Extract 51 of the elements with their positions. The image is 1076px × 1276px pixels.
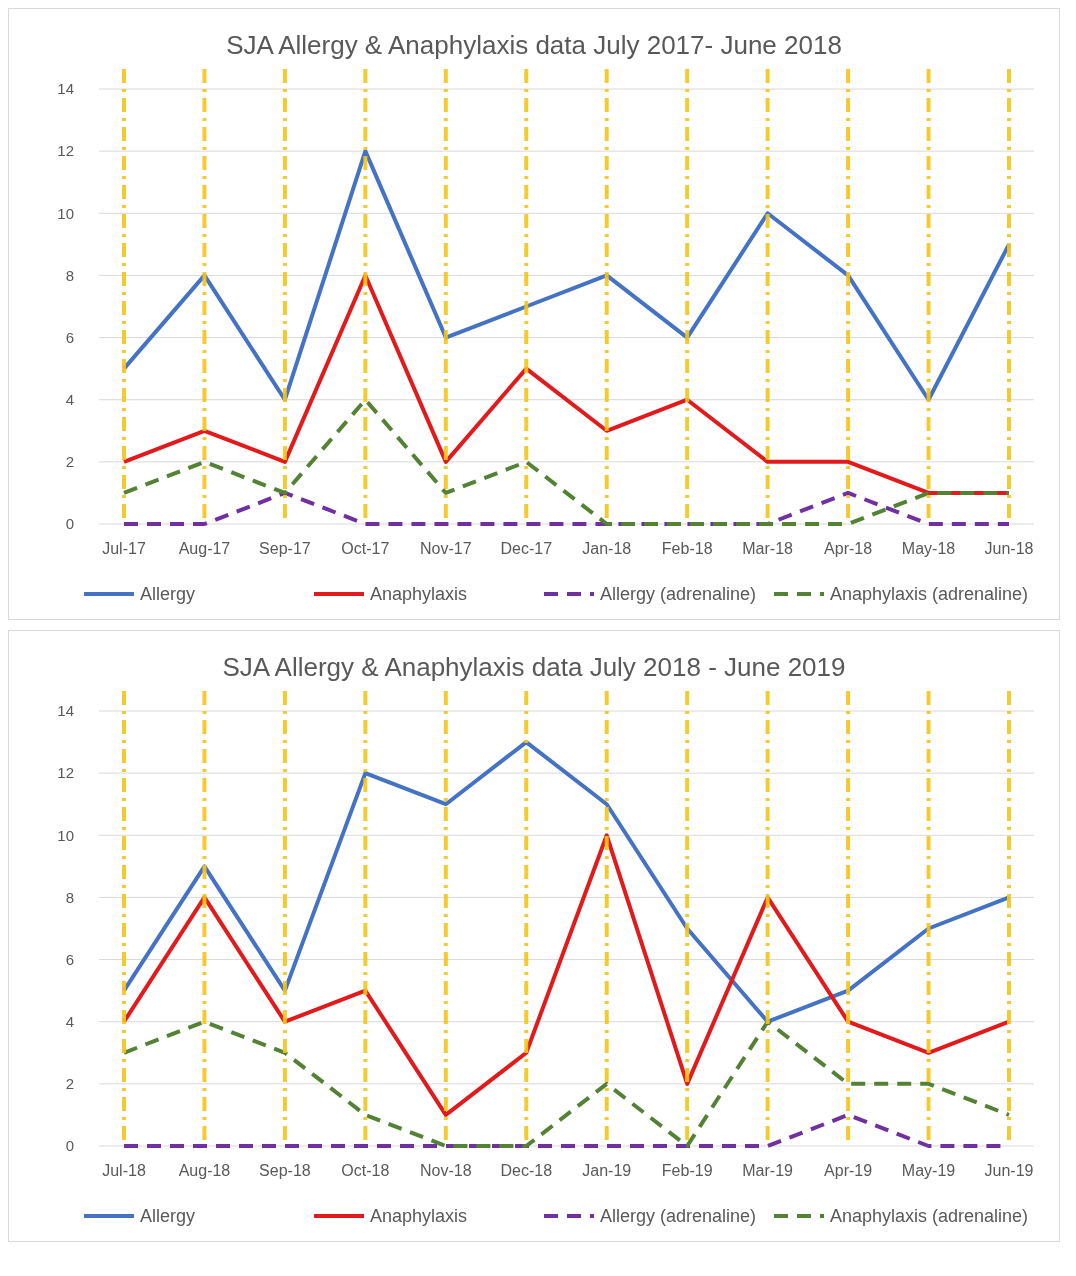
y-tick-label: 8: [65, 888, 74, 906]
x-tick-label: May-18: [901, 540, 956, 557]
x-tick-label: Jul-18: [102, 1162, 146, 1179]
y-tick-label: 2: [65, 453, 74, 471]
y-tick-label: 12: [57, 764, 74, 782]
x-tick-label: Jan-19: [582, 1162, 632, 1179]
legend-label: Anaphylaxis: [370, 584, 468, 605]
x-tick-label: Mar-18: [742, 540, 794, 557]
y-tick-label: 4: [65, 390, 74, 408]
x-tick-label: Nov-17: [420, 540, 472, 557]
x-tick-label: Dec-18: [500, 1162, 553, 1179]
y-tick-label: 10: [57, 204, 74, 222]
legend-label: Anaphylaxis: [370, 1206, 468, 1227]
legend-label: Anaphylaxis (adrenaline): [830, 584, 1029, 605]
x-tick-label: Jul-17: [102, 540, 146, 557]
x-tick-label: Oct-18: [341, 1162, 390, 1179]
x-tick-label: Dec-17: [500, 540, 553, 557]
chart-title: SJA Allergy & Anaphylaxis data July 2018 - June 2019: [222, 652, 846, 682]
x-tick-label: Apr-18: [824, 540, 873, 557]
x-tick-label: May-19: [901, 1162, 956, 1179]
x-tick-label: Feb-19: [661, 1162, 713, 1179]
y-tick-label: 6: [65, 328, 74, 346]
x-tick-label: Aug-18: [178, 1162, 231, 1179]
x-tick-label: Aug-17: [178, 540, 231, 557]
y-tick-label: 0: [65, 515, 74, 533]
x-tick-label: Nov-18: [420, 1162, 472, 1179]
legend-label: Allergy: [140, 584, 196, 605]
x-tick-label: Jan-18: [582, 540, 632, 557]
legend-label: Anaphylaxis (adrenaline): [830, 1206, 1029, 1227]
y-tick-label: 8: [65, 266, 74, 284]
y-tick-label: 12: [57, 142, 74, 160]
x-tick-label: Feb-18: [661, 540, 713, 557]
chart-title: SJA Allergy & Anaphylaxis data July 2017- June 2018: [226, 30, 842, 60]
x-tick-label: Oct-17: [341, 540, 390, 557]
y-tick-label: 0: [65, 1137, 74, 1155]
legend-label: Allergy (adrenaline): [600, 584, 757, 605]
y-tick-label: 14: [57, 80, 74, 98]
x-tick-label: Sep-18: [259, 1162, 311, 1179]
line-series: [122, 1019, 1011, 1148]
y-tick-label: 4: [65, 1012, 74, 1030]
x-tick-label: Apr-19: [824, 1162, 873, 1179]
y-tick-label: 6: [65, 950, 74, 968]
x-tick-label: Mar-19: [742, 1162, 794, 1179]
x-tick-label: Sep-17: [259, 540, 311, 557]
y-tick-label: 2: [65, 1075, 74, 1093]
legend-label: Allergy: [140, 1206, 196, 1227]
y-tick-label: 14: [57, 702, 74, 720]
legend-label: Allergy (adrenaline): [600, 1206, 757, 1227]
y-tick-label: 10: [57, 826, 74, 844]
x-tick-label: Jun-18: [984, 540, 1034, 557]
x-tick-label: Jun-19: [984, 1162, 1034, 1179]
